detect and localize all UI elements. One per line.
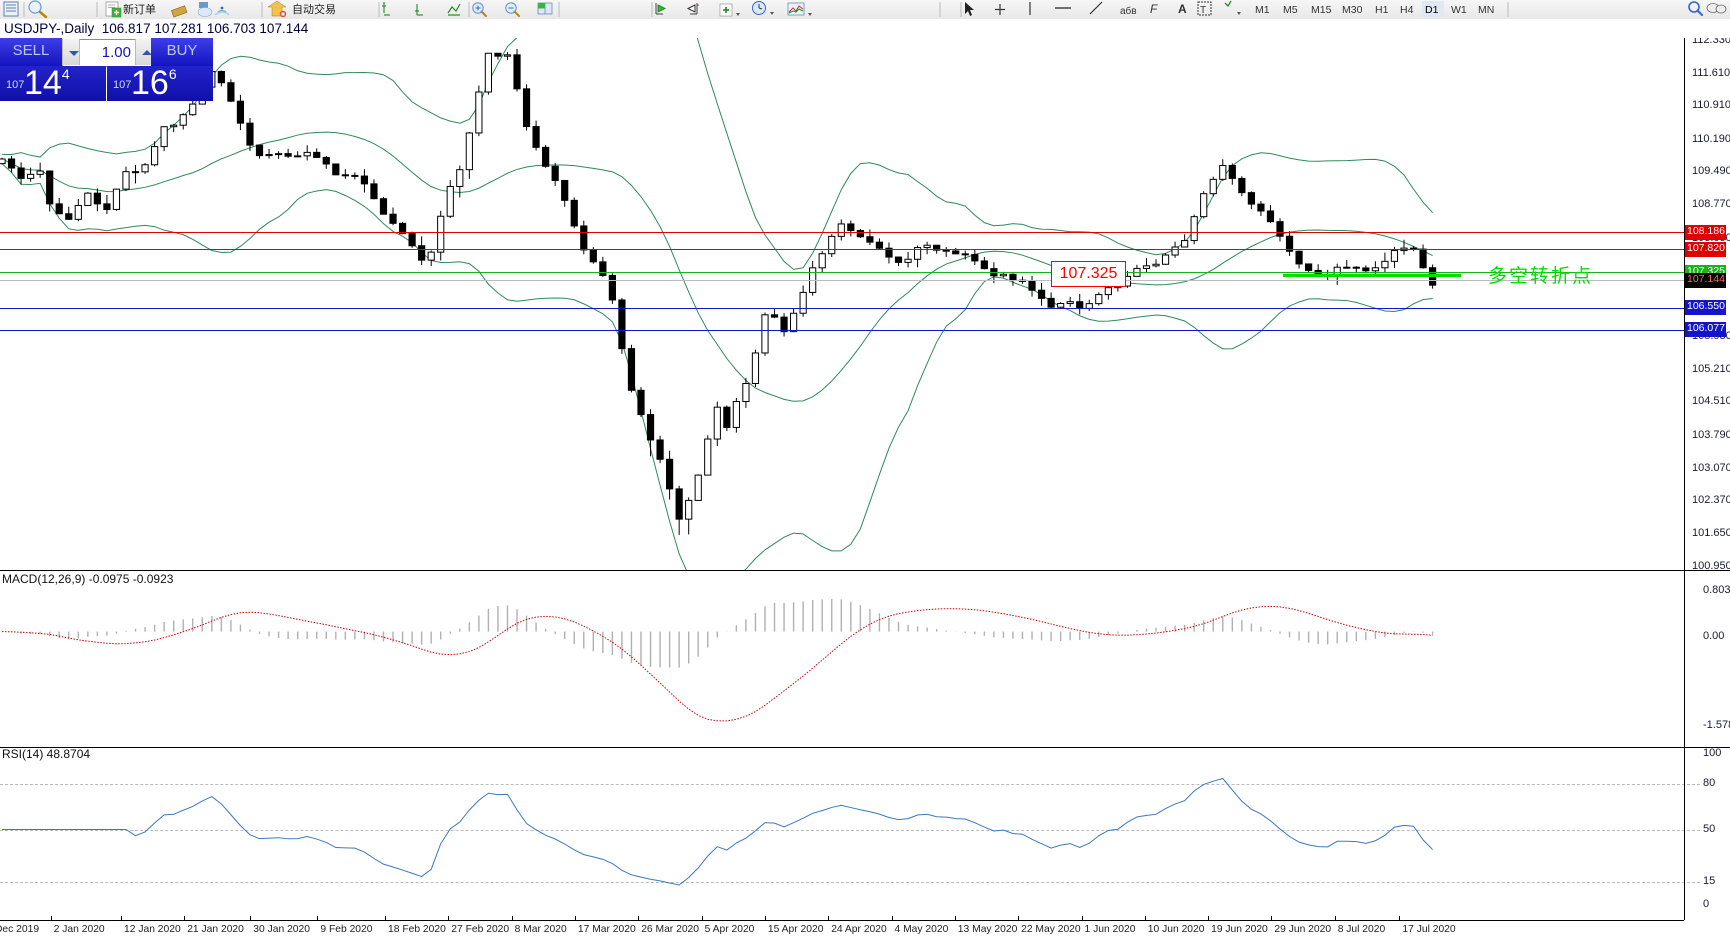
svg-text:A: A (1178, 2, 1187, 16)
svg-text:MN: MN (1478, 4, 1494, 16)
svg-text:新订单: 新订单 (123, 2, 156, 16)
svg-text:M15: M15 (1311, 4, 1332, 16)
svg-text:自动交易: 自动交易 (292, 2, 336, 16)
svg-text:H1: H1 (1375, 4, 1389, 16)
svg-text:T: T (1200, 5, 1206, 16)
svg-text:F: F (1150, 2, 1158, 16)
svg-text:D1: D1 (1425, 4, 1439, 16)
svg-text:M30: M30 (1342, 4, 1363, 16)
svg-text:W1: W1 (1451, 4, 1467, 16)
svg-text:H4: H4 (1400, 4, 1414, 16)
svg-text:M5: M5 (1283, 4, 1298, 16)
svg-text:M1: M1 (1255, 4, 1270, 16)
svg-text:абв: абв (1120, 5, 1137, 17)
